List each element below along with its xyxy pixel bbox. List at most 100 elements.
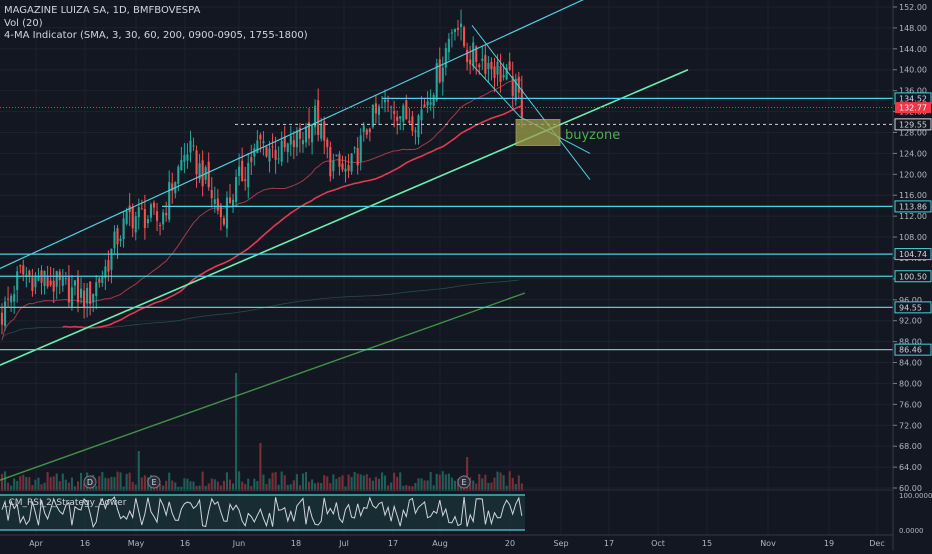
candle-body (52, 280, 55, 292)
candle-body (365, 129, 368, 135)
candle-body (137, 207, 140, 218)
volume-bar (247, 478, 250, 491)
volume-bar (502, 475, 505, 491)
earnings-marker-circle (83, 475, 97, 489)
candle-body (505, 67, 508, 80)
candle-body (7, 298, 10, 300)
candle-body (159, 225, 162, 227)
volume-bar (216, 481, 219, 491)
level-badge (894, 200, 932, 213)
candle-body (110, 248, 113, 270)
candle-body (383, 99, 387, 103)
time-label: 17 (604, 539, 614, 548)
volume-bar (280, 471, 283, 491)
volume-bar (380, 472, 384, 491)
trendline-support (0, 69, 689, 366)
earnings-marker[interactable]: E (457, 475, 471, 489)
candle-body (3, 301, 7, 327)
volume-bar (453, 480, 457, 491)
candle-body (459, 23, 463, 28)
candle-body (104, 266, 107, 279)
candle-body (362, 125, 365, 132)
volume-bar (326, 476, 329, 491)
volume-bar (25, 477, 28, 491)
candle-body (22, 265, 25, 275)
volume-bar (34, 479, 37, 491)
volume-bar (423, 480, 426, 491)
candle-body (165, 213, 168, 216)
candle-body (189, 140, 192, 153)
ma-60-line (62, 105, 523, 329)
volume-bar (347, 474, 350, 491)
candle-body (307, 122, 311, 139)
volume-bar (207, 483, 210, 491)
candle-body (238, 166, 241, 177)
candle-body (43, 270, 46, 286)
time-label: Oct (651, 539, 665, 548)
candle-body (463, 27, 466, 47)
earnings-marker[interactable]: D (83, 475, 97, 489)
candle-body (280, 140, 283, 162)
candle-body (429, 102, 432, 105)
candle-body (250, 157, 253, 163)
candle-body (472, 42, 475, 66)
candle-body (432, 94, 435, 106)
level-badge (894, 343, 932, 356)
volume-bar (186, 478, 189, 491)
volume-bar (371, 480, 374, 491)
candle-body (183, 155, 186, 162)
volume-bar (520, 483, 523, 491)
volume-bar (140, 477, 143, 491)
candle-body (353, 147, 356, 149)
time-label: Jun (232, 539, 246, 548)
candle-body (143, 209, 146, 228)
earnings-marker-circle (457, 475, 471, 489)
candle-body (350, 153, 353, 172)
candle-body (520, 88, 523, 118)
level-badge (894, 270, 932, 283)
candle-body (274, 149, 277, 160)
osc-rsi-line (1, 496, 523, 529)
candle-body (396, 116, 399, 121)
volume-bar (262, 474, 265, 491)
candle-body (390, 106, 393, 108)
volume-legend: Vol (20) (4, 18, 43, 29)
time-label: 19 (824, 539, 834, 548)
candle-body (92, 293, 95, 303)
time-label: 20 (505, 539, 515, 548)
candle-body (125, 211, 128, 224)
candle-body (466, 49, 469, 62)
volume-bar (362, 475, 365, 491)
candle-body (13, 294, 16, 302)
volume-bar (49, 477, 52, 491)
earnings-marker-label: D (87, 478, 93, 487)
volume-bar (180, 486, 183, 491)
candle-body (326, 139, 329, 147)
volume-bar (301, 473, 305, 491)
candle-body (475, 46, 478, 62)
earnings-marker[interactable]: E (147, 475, 161, 489)
time-label: 16 (180, 539, 190, 548)
candle-body (496, 61, 499, 75)
candle-body (162, 212, 165, 225)
candle-body (86, 287, 89, 304)
candle-body (195, 150, 198, 175)
ma-30-line (1, 79, 522, 341)
volume-bar (122, 486, 125, 491)
candle-body (219, 205, 222, 218)
volume-bar (304, 472, 308, 491)
volume-bar (456, 478, 460, 491)
candle-body (16, 271, 19, 290)
candle-body (149, 204, 153, 218)
volume-bar (95, 485, 98, 491)
volume-bar (350, 476, 353, 491)
volume-bar (508, 471, 511, 491)
volume-bar (393, 472, 396, 491)
volume-bar (159, 483, 162, 491)
candle-body (332, 160, 335, 172)
osc-band (0, 495, 525, 530)
candle-body (295, 130, 298, 148)
level-label: 104.74 (899, 250, 927, 259)
